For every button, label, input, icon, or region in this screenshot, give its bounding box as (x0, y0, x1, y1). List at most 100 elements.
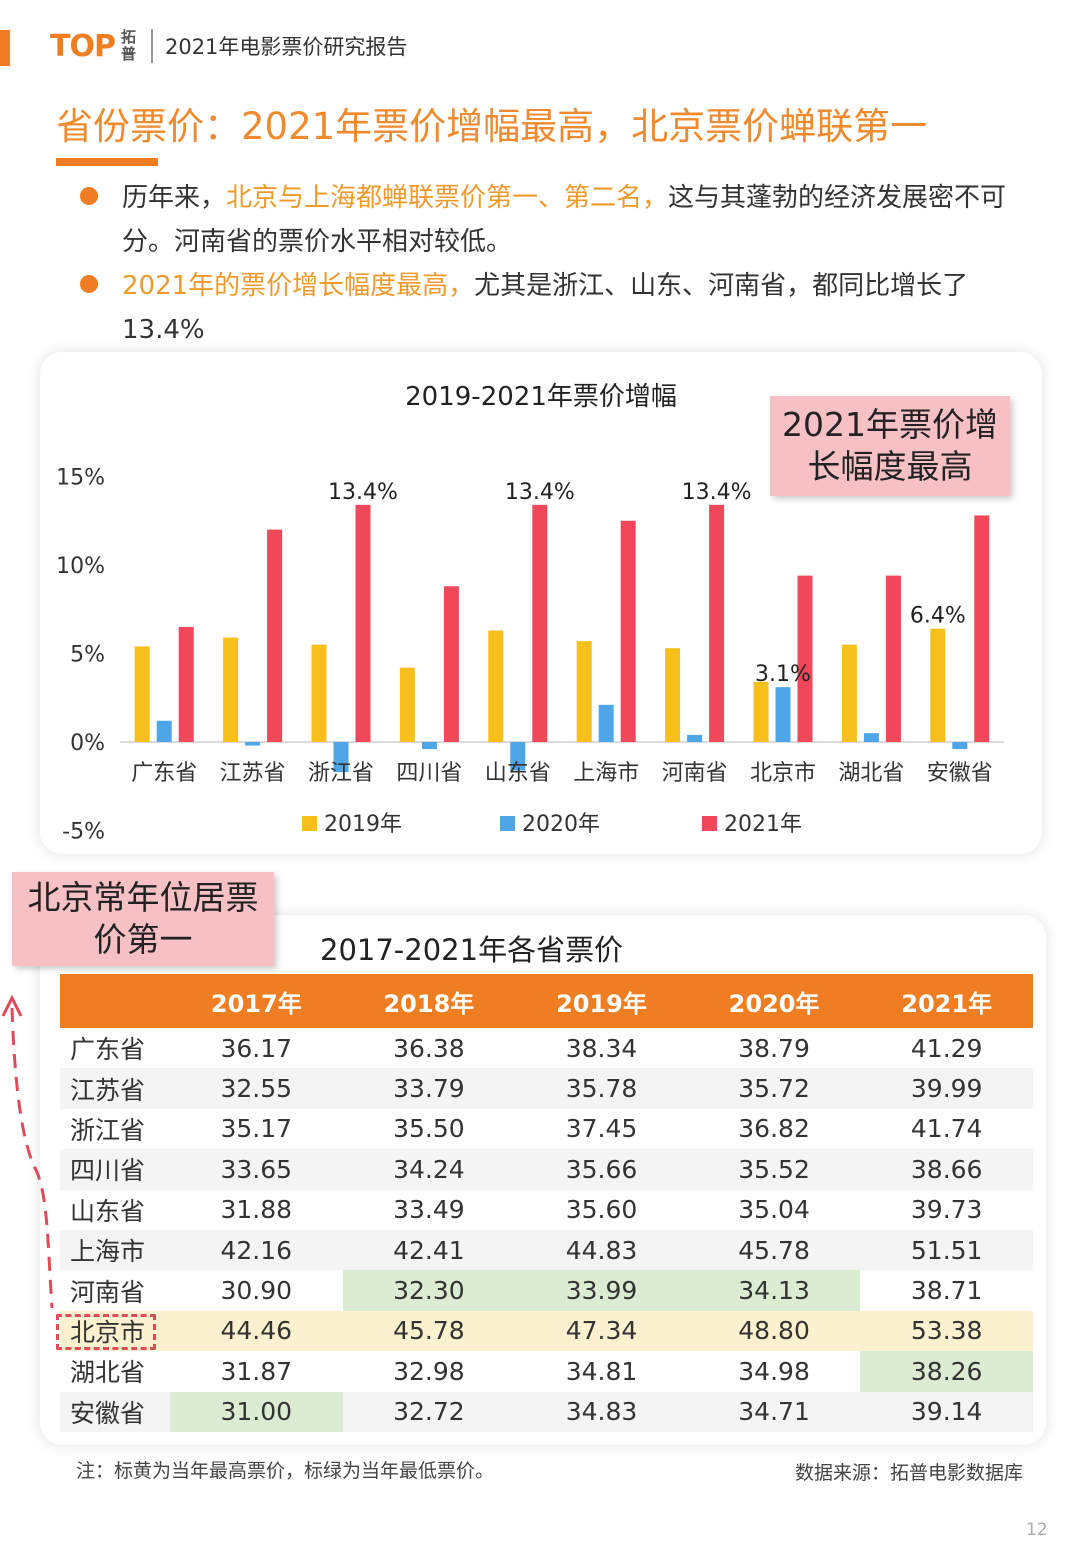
bar-2020年 (510, 742, 526, 771)
bullet-highlight: 2021年的票价增长幅度最高， (122, 271, 475, 301)
data-label: 13.4% (328, 480, 398, 505)
report-title: 2021年电影票价研究报告 (164, 35, 408, 59)
bullet-text: 历年来， (122, 183, 227, 213)
bar-2021年 (885, 575, 901, 742)
title-underline (56, 158, 158, 166)
price-cell: 38.34 (565, 1033, 638, 1063)
bullet-dot-icon (80, 187, 98, 205)
province-cell: 江苏省 (60, 1068, 170, 1109)
price-cell: 48.80 (687, 1310, 861, 1352)
bullet-text: 这与其蓬勃的经济发展密不可分。河南省的票价水平相对较低。 (122, 183, 1007, 257)
bar-2019年 (134, 646, 150, 742)
y-tick-label: -5% (62, 820, 105, 845)
province-cell: 上海市 (60, 1229, 170, 1271)
table-row: 江苏省 32.55 33.79 35.78 35.72 39.99 (60, 1068, 1033, 1109)
y-tick-label: 15% (56, 466, 105, 491)
price-cell: 38.26 (860, 1351, 1033, 1392)
header-cell: 2019年 (515, 974, 688, 1028)
price-cell: 32.72 (342, 1391, 516, 1432)
header-cell: 2017年 (170, 974, 343, 1028)
price-cell: 41.29 (910, 1033, 983, 1063)
price-cell: 35.78 (515, 1068, 688, 1109)
callout-growth: 2021年票价增长幅度最高 (770, 396, 1010, 496)
bar-2020年 (333, 742, 349, 773)
footnote: 注：标黄为当年最高票价，标绿为当年最低票价。 (76, 1460, 495, 1482)
logo: TOP 拓普 (50, 29, 139, 64)
bar-2020年 (863, 733, 879, 742)
price-cell: 35.66 (515, 1149, 688, 1190)
table-header-row: 2017年 2018年 2019年 2020年 2021年 (60, 974, 1033, 1028)
bar-2019年 (841, 644, 857, 742)
table-row: 山东省 31.88 33.49 35.60 35.04 39.73 (60, 1190, 1033, 1230)
x-tick-label: 江苏省 (220, 761, 286, 786)
chart-title: 2019-2021年票价增幅 (405, 382, 677, 412)
price-cell: 33.79 (342, 1068, 516, 1109)
price-cell: 32.55 (170, 1068, 343, 1109)
price-cell: 36.38 (393, 1033, 465, 1063)
bar-2019年 (488, 630, 504, 742)
price-cell: 34.81 (565, 1356, 638, 1386)
bar-2020年 (156, 720, 172, 742)
x-tick-label: 湖北省 (838, 761, 904, 786)
bar-2020年 (421, 742, 437, 750)
price-cell: 34.83 (515, 1391, 688, 1432)
table-row: 北京市 44.46 45.78 47.34 48.80 53.38 (60, 1310, 1033, 1352)
logo-mark: TOP (50, 28, 116, 64)
table-row: 浙江省 35.17 35.50 37.45 36.82 41.74 (60, 1109, 1033, 1149)
price-cell: 31.87 (220, 1356, 293, 1386)
data-label: 13.4% (682, 480, 752, 505)
bar-2021年 (532, 504, 548, 742)
x-tick-label: 河南省 (662, 761, 728, 786)
x-tick-label: 安徽省 (927, 761, 993, 786)
price-cell: 32.98 (393, 1356, 465, 1386)
header: TOP 拓普 2021年电影票价研究报告 (50, 24, 407, 68)
bullet-text: 尤其是浙江、山东、河南省，都同比增长了13.4% (122, 271, 969, 345)
table-row: 河南省 30.90 32.30 33.99 34.13 38.71 (60, 1270, 1033, 1311)
bar-2021年 (267, 529, 283, 742)
province-cell: 北京市 (60, 1310, 170, 1352)
bar-2021年 (709, 504, 725, 742)
province-cell: 四川省 (60, 1149, 170, 1190)
bar-2021年 (620, 520, 636, 742)
x-tick-label: 四川省 (396, 761, 462, 786)
legend-swatch (702, 816, 717, 831)
price-cell: 30.90 (220, 1276, 293, 1306)
bar-2019年 (930, 628, 946, 742)
province-cell: 山东省 (70, 1196, 146, 1226)
price-cell: 51.51 (860, 1229, 1033, 1271)
price-cell: 38.66 (860, 1149, 1033, 1190)
table-row: 湖北省 31.87 32.98 34.81 34.98 38.26 (60, 1351, 1033, 1392)
bullet-dot-icon (80, 275, 98, 293)
bar-2019年 (223, 637, 239, 742)
price-cell: 38.79 (738, 1033, 810, 1063)
logo-cn: 拓普 (120, 28, 136, 63)
bar-2020年 (245, 742, 261, 746)
bar-2020年 (598, 704, 614, 742)
price-cell: 37.45 (565, 1114, 638, 1144)
data-label: 6.4% (910, 604, 966, 629)
dashed-arrow-icon (1, 994, 54, 1309)
data-label: 13.4% (505, 480, 575, 505)
bar-2021年 (974, 515, 990, 742)
price-cell: 44.83 (515, 1229, 688, 1271)
province-cell: 广东省 (70, 1035, 146, 1065)
price-cell: 36.82 (738, 1114, 810, 1144)
bar-2019年 (311, 644, 327, 742)
bullet-highlight: 北京与上海都蝉联票价第一、第二名， (226, 183, 669, 213)
legend-label: 2020年 (522, 812, 600, 837)
price-cell: 33.99 (515, 1270, 688, 1311)
price-cell: 47.34 (515, 1310, 688, 1352)
province-cell: 河南省 (70, 1277, 146, 1307)
price-cell: 44.46 (170, 1310, 343, 1352)
price-cell: 34.98 (738, 1356, 810, 1386)
price-cell: 39.73 (910, 1195, 983, 1225)
bar-2019年 (576, 641, 592, 742)
province-cell: 湖北省 (70, 1358, 146, 1388)
x-tick-label: 上海市 (573, 761, 639, 786)
price-cell: 35.60 (565, 1195, 638, 1225)
bar-2021年 (797, 575, 813, 742)
x-tick-label: 山东省 (485, 761, 551, 786)
bar-2020年 (952, 742, 968, 750)
price-cell: 35.50 (393, 1114, 465, 1144)
price-cell: 35.72 (687, 1068, 861, 1109)
